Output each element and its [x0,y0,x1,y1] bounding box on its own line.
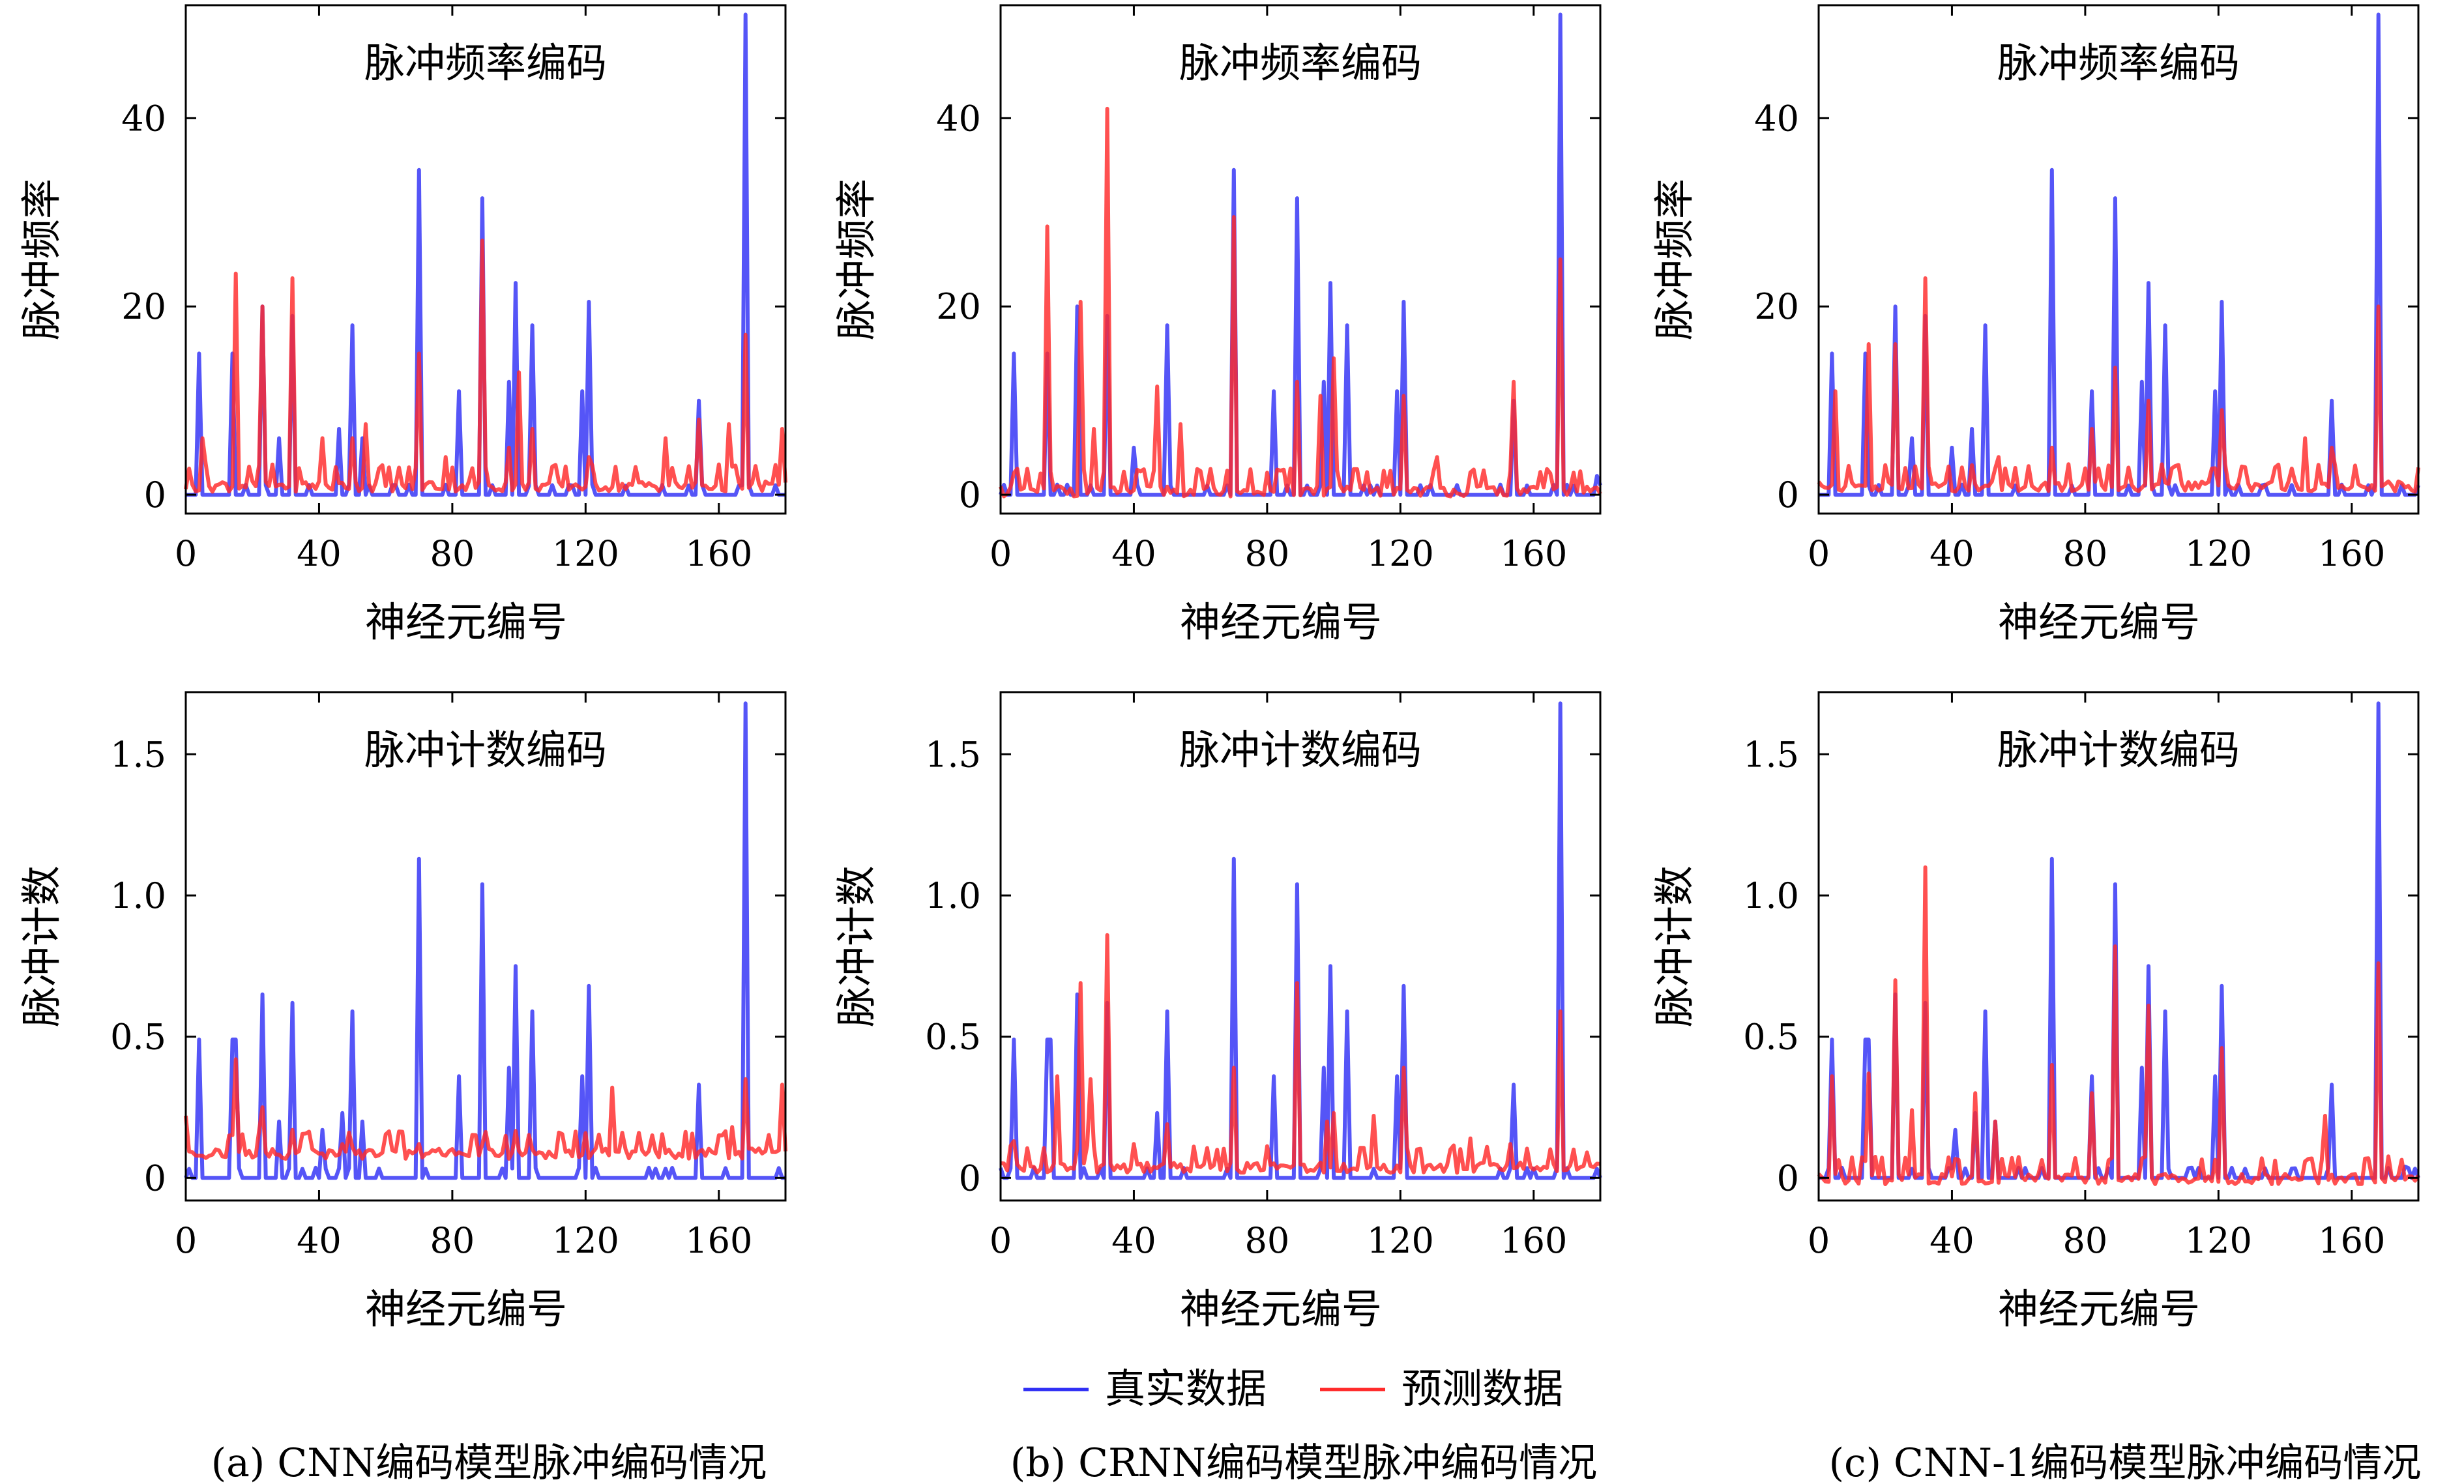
x-tick-label: 40 [1111,1220,1156,1261]
plot-frame [184,4,787,515]
y-tick-label: 0.5 [1743,1017,1799,1058]
y-axis-label: 脉冲频率 [18,179,65,340]
y-tick-label: 1.5 [110,734,166,775]
y-axis-label: 脉冲频率 [832,179,880,340]
caption-b: (b) CRNN编码模型脉冲编码情况 [1010,1440,1597,1484]
y-tick-label: 40 [121,98,166,139]
x-tick-label: 40 [1111,533,1156,574]
y-tick-label: 0.5 [925,1017,981,1058]
x-axis-label: 神经元编号 [365,1285,567,1333]
x-tick-label: 0 [1808,533,1830,574]
series-line-pred [1817,865,2420,1186]
y-tick-label: 0.5 [110,1017,166,1058]
x-tick-label: 40 [297,533,342,574]
series-line-true [1819,12,2420,497]
plot-frame [999,4,1602,515]
x-axis-label: 神经元编号 [365,598,567,646]
y-axis-label: 脉冲计数 [832,866,880,1027]
x-tick-label: 0 [1808,1220,1830,1261]
y-tick-label: 0 [144,474,166,516]
x-tick-label: 120 [1367,533,1434,574]
y-tick-label: 1.0 [1743,875,1799,916]
panel-title: 脉冲频率编码 [1179,39,1422,87]
x-tick-label: 160 [1500,533,1567,574]
x-tick-label: 160 [685,533,752,574]
panel-title: 脉冲计数编码 [1997,726,2240,774]
y-tick-label: 20 [1754,286,1799,327]
y-tick-label: 20 [936,286,981,327]
x-tick-label: 80 [430,1220,475,1261]
series-line-pred [999,106,1602,499]
x-tick-label: 0 [175,1220,197,1261]
legend-label-pred: 预测数据 [1401,1365,1563,1412]
y-axis-label: 脉冲计数 [18,866,65,1027]
x-tick-label: 80 [2063,533,2108,574]
x-tick-label: 40 [1929,1220,1974,1261]
x-tick-label: 160 [2318,533,2385,574]
captions: (a) CNN编码模型脉冲编码情况 (b) CRNN编码模型脉冲编码情况 (c)… [211,1440,2422,1484]
y-tick-label: 40 [1754,98,1799,139]
y-tick-label: 40 [936,98,981,139]
y-tick-label: 0 [1777,474,1799,516]
panel-title: 脉冲频率编码 [1997,39,2240,87]
y-axis-label: 脉冲计数 [1650,866,1698,1027]
caption-a: (a) CNN编码模型脉冲编码情况 [211,1440,767,1484]
x-axis-label: 神经元编号 [1180,598,1382,646]
y-tick-label: 1.5 [1743,734,1799,775]
y-tick-label: 1.0 [925,875,981,916]
y-tick-label: 0 [959,474,981,516]
x-tick-label: 160 [1500,1220,1567,1261]
series-line-pred [1000,933,1601,1175]
panel-title: 脉冲频率编码 [364,39,607,87]
x-tick-label: 120 [552,533,619,574]
x-tick-label: 120 [1367,1220,1434,1261]
x-axis-label: 神经元编号 [1180,1285,1382,1333]
y-tick-label: 1.5 [925,734,981,775]
x-tick-label: 80 [1245,1220,1290,1261]
x-tick-label: 0 [175,533,197,574]
y-axis-label: 脉冲频率 [1650,179,1698,340]
x-tick-label: 80 [1245,533,1290,574]
x-axis-label: 神经元编号 [1998,598,2200,646]
panel-title: 脉冲计数编码 [364,726,607,774]
plot-frame [1817,4,2420,515]
plot-frame [1817,691,2420,1202]
series-line-true [184,701,785,1180]
x-tick-label: 160 [685,1220,752,1261]
x-tick-label: 0 [990,1220,1012,1261]
x-tick-label: 160 [2318,1220,2385,1261]
x-tick-label: 0 [990,533,1012,574]
legend: 真实数据 预测数据 [1023,1365,1563,1412]
x-tick-label: 40 [1929,533,1974,574]
legend-label-true: 真实数据 [1105,1365,1267,1412]
y-tick-label: 1.0 [110,875,166,916]
y-tick-label: 0 [144,1157,166,1199]
x-axis-label: 神经元编号 [1998,1285,2200,1333]
x-tick-label: 120 [2185,1220,2252,1261]
series-line-true [186,12,785,497]
series-line-pred [184,239,787,494]
plot-frame [999,691,1602,1202]
series-line-pred [1817,276,2420,494]
y-tick-label: 20 [121,286,166,327]
x-tick-label: 40 [297,1220,342,1261]
x-tick-label: 120 [2185,533,2252,574]
caption-c: (c) CNN-1编码模型脉冲编码情况 [1829,1440,2422,1484]
x-tick-label: 80 [430,533,475,574]
series-line-pred [184,1057,787,1161]
y-tick-label: 0 [1777,1157,1799,1199]
y-tick-label: 0 [959,1157,981,1199]
x-tick-label: 80 [2063,1220,2108,1261]
panel-title: 脉冲计数编码 [1179,726,1422,774]
x-tick-label: 120 [552,1220,619,1261]
plot-frame [184,691,787,1202]
